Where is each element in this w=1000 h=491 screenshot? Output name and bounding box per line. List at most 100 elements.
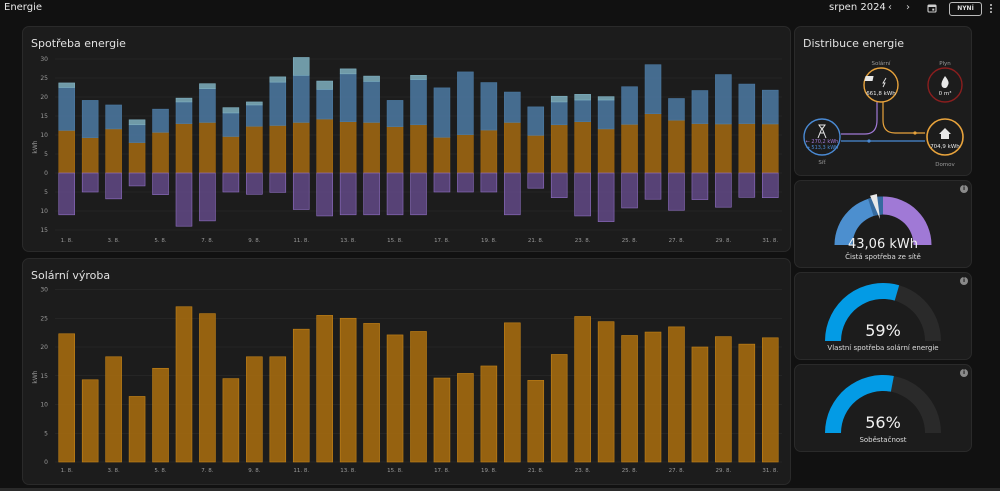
bar-return-to-grid[interactable]: [81, 172, 99, 193]
bar-síť[interactable]: [386, 100, 404, 127]
bar-solar[interactable]: [363, 323, 380, 463]
bar-return-to-grid[interactable]: [222, 172, 240, 193]
bar-baterie[interactable]: [339, 68, 357, 75]
bar-solar[interactable]: [58, 333, 75, 463]
bar-solar[interactable]: [668, 326, 685, 463]
more-vert-icon[interactable]: [988, 3, 994, 14]
previous-period-button[interactable]: ‹: [888, 2, 892, 13]
bar-solar[interactable]: [691, 346, 709, 463]
bar-solar[interactable]: [105, 356, 122, 463]
bar-síť[interactable]: [644, 64, 662, 115]
bar-return-to-grid[interactable]: [152, 172, 169, 195]
bar-solar[interactable]: [316, 315, 333, 463]
bar-return-to-grid[interactable]: [269, 172, 287, 193]
bar-solar[interactable]: [738, 343, 756, 463]
bar-baterie[interactable]: [246, 101, 263, 106]
now-button[interactable]: NYNÍ: [949, 2, 982, 16]
bar-solar[interactable]: [550, 354, 568, 463]
bar-return-to-grid[interactable]: [410, 172, 427, 216]
bar-baterie[interactable]: [58, 82, 75, 88]
bar-return-to-grid[interactable]: [691, 172, 709, 200]
bar-return-to-grid[interactable]: [175, 172, 193, 227]
bar-solar[interactable]: [292, 328, 310, 463]
bar-baterie[interactable]: [574, 94, 591, 101]
bar-síť[interactable]: [691, 90, 709, 124]
bar-baterie[interactable]: [128, 119, 146, 126]
period-label[interactable]: srpen 2024: [829, 2, 886, 13]
bar-solar[interactable]: [128, 396, 146, 463]
bar-síť[interactable]: [433, 87, 451, 138]
bar-síť[interactable]: [527, 106, 545, 136]
bar-solar[interactable]: [644, 331, 662, 463]
bar-return-to-grid[interactable]: [292, 172, 310, 210]
bar-síť[interactable]: [762, 89, 779, 125]
bar-baterie[interactable]: [292, 57, 310, 76]
bar-return-to-grid[interactable]: [574, 172, 591, 217]
bar-solar[interactable]: [222, 378, 240, 463]
calendar-icon[interactable]: [927, 3, 937, 13]
bar-baterie[interactable]: [316, 80, 333, 90]
bar-return-to-grid[interactable]: [128, 172, 146, 187]
bottom-scrollbar[interactable]: [0, 488, 1000, 491]
bar-solar[interactable]: [574, 316, 591, 463]
bar-return-to-grid[interactable]: [668, 172, 685, 211]
bar-return-to-grid[interactable]: [386, 172, 404, 216]
bar-return-to-grid[interactable]: [621, 172, 638, 209]
bar-return-to-grid[interactable]: [433, 172, 451, 193]
bar-solar[interactable]: [762, 337, 779, 463]
bar-solar[interactable]: [597, 321, 615, 463]
bar-solar[interactable]: [386, 334, 404, 463]
bar-baterie[interactable]: [269, 76, 287, 83]
bar-solar[interactable]: [433, 377, 451, 463]
bar-baterie[interactable]: [199, 83, 216, 89]
bar-síť[interactable]: [480, 82, 498, 131]
bar-solar[interactable]: [457, 373, 474, 463]
bar-baterie[interactable]: [363, 75, 380, 82]
info-icon[interactable]: i: [960, 277, 968, 285]
bar-síť[interactable]: [715, 74, 732, 125]
bar-return-to-grid[interactable]: [597, 172, 615, 222]
bar-return-to-grid[interactable]: [58, 172, 75, 216]
bar-solar[interactable]: [339, 317, 357, 463]
bar-solar[interactable]: [81, 379, 99, 463]
bar-síť[interactable]: [81, 100, 99, 138]
bar-síť[interactable]: [738, 83, 756, 124]
bar-síť[interactable]: [152, 108, 169, 133]
bar-solar[interactable]: [269, 356, 287, 463]
bar-return-to-grid[interactable]: [199, 172, 216, 222]
bar-return-to-grid[interactable]: [644, 172, 662, 200]
bar-return-to-grid[interactable]: [527, 172, 545, 189]
bar-baterie[interactable]: [550, 95, 568, 103]
bar-baterie[interactable]: [175, 97, 193, 103]
bar-return-to-grid[interactable]: [504, 172, 521, 216]
bar-baterie[interactable]: [222, 107, 240, 114]
bar-return-to-grid[interactable]: [105, 172, 122, 200]
bar-solar[interactable]: [504, 322, 521, 463]
bar-solar[interactable]: [410, 331, 427, 463]
bar-return-to-grid[interactable]: [316, 172, 333, 217]
bar-return-to-grid[interactable]: [480, 172, 498, 193]
bar-síť[interactable]: [504, 91, 521, 123]
bar-solar[interactable]: [175, 306, 193, 463]
bar-síť[interactable]: [621, 86, 638, 125]
bar-return-to-grid[interactable]: [762, 172, 779, 199]
bar-baterie[interactable]: [410, 75, 427, 80]
bar-return-to-grid[interactable]: [550, 172, 568, 199]
info-icon[interactable]: i: [960, 185, 968, 193]
bar-solar[interactable]: [246, 356, 263, 463]
info-icon[interactable]: i: [960, 369, 968, 377]
bar-síť[interactable]: [105, 104, 122, 130]
bar-síť[interactable]: [457, 71, 474, 135]
bar-solar[interactable]: [715, 336, 732, 463]
bar-solar[interactable]: [152, 367, 169, 463]
bar-síť[interactable]: [668, 98, 685, 121]
bar-solar[interactable]: [480, 365, 498, 463]
grid-node[interactable]: [803, 118, 841, 156]
bar-return-to-grid[interactable]: [246, 172, 263, 195]
bar-return-to-grid[interactable]: [738, 172, 756, 198]
next-period-button[interactable]: ›: [906, 2, 910, 13]
bar-solar[interactable]: [621, 335, 638, 463]
bar-solar[interactable]: [199, 313, 216, 463]
bar-baterie[interactable]: [597, 96, 615, 101]
bar-solar[interactable]: [527, 380, 545, 463]
